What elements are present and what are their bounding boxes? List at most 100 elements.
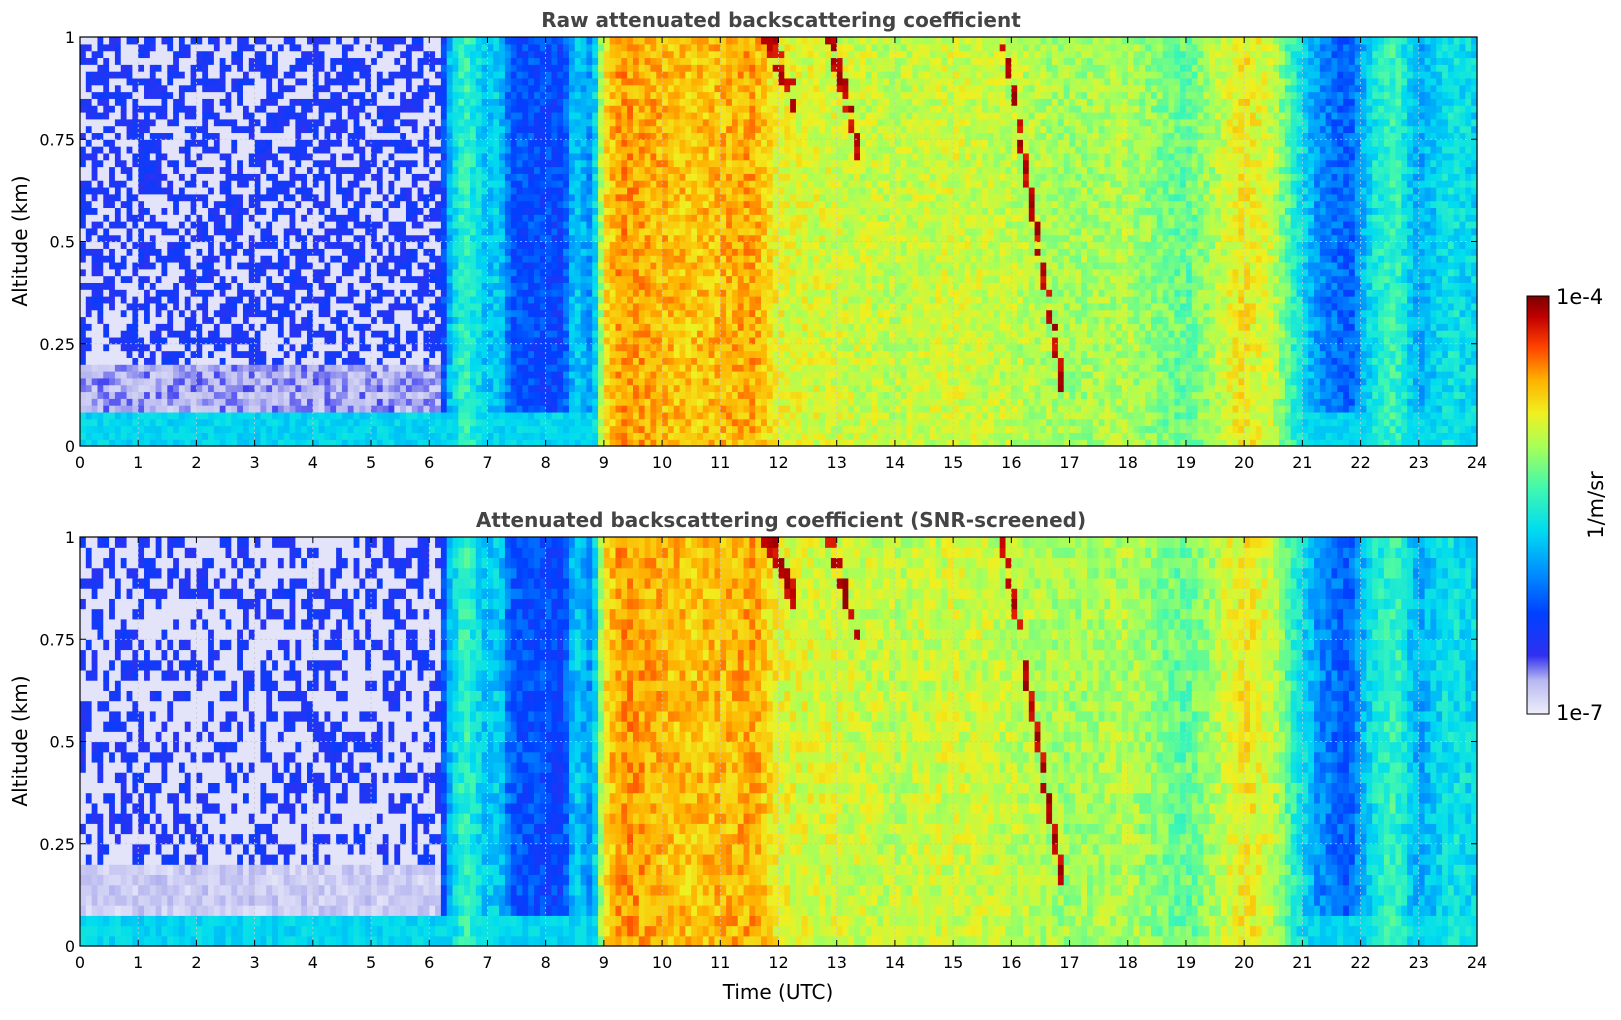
heatmap-cell <box>243 316 249 323</box>
heatmap-cell <box>150 173 156 180</box>
heatmap-cell <box>231 64 237 71</box>
heatmap-cell <box>214 228 220 235</box>
heatmap-cell <box>243 71 249 78</box>
heatmap-cell <box>185 51 191 58</box>
heatmap-cell <box>237 126 243 133</box>
heatmap-cell <box>202 132 208 139</box>
heatmap-cell <box>127 432 133 439</box>
heatmap-cell <box>127 119 133 126</box>
heatmap-cell <box>196 228 202 235</box>
heatmap-cell <box>121 255 127 262</box>
heatmap-cell <box>115 426 121 433</box>
heatmap-cell <box>243 296 249 303</box>
heatmap-cell <box>156 296 162 303</box>
heatmap-cell <box>173 44 179 51</box>
heatmap-cell <box>150 426 156 433</box>
heatmap-cell <box>214 146 220 153</box>
heatmap-cell <box>243 112 249 119</box>
heatmap-cell <box>167 412 173 419</box>
heatmap-cell <box>127 337 133 344</box>
heatmap-cell <box>121 105 127 112</box>
heatmap-cell <box>127 316 133 323</box>
heatmap-cell <box>226 242 232 249</box>
heatmap-cell <box>121 426 127 433</box>
heatmap-cell <box>92 276 98 283</box>
heatmap-cell <box>92 385 98 392</box>
heatmap-cell <box>86 71 92 78</box>
heatmap-cell <box>185 289 191 296</box>
heatmap-cell <box>179 228 185 235</box>
heatmap-cell <box>109 214 115 221</box>
heatmap-cell <box>220 105 226 112</box>
heatmap-cell <box>115 57 121 64</box>
heatmap-cell <box>237 289 243 296</box>
heatmap-cell <box>202 330 208 337</box>
heatmap-cell <box>121 78 127 85</box>
heatmap-cell <box>156 371 162 378</box>
heatmap-cell <box>86 412 92 419</box>
heatmap-cell <box>173 85 179 92</box>
heatmap-cell <box>237 323 243 330</box>
heatmap-cell <box>167 235 173 242</box>
heatmap-cell <box>92 105 98 112</box>
heatmap-cell <box>121 98 127 105</box>
heatmap-cell <box>161 242 167 249</box>
heatmap-cell <box>231 194 237 201</box>
heatmap-cell <box>132 51 138 58</box>
heatmap-cell <box>179 57 185 64</box>
heatmap-cell <box>92 146 98 153</box>
heatmap-cell <box>80 173 86 180</box>
heatmap-cell <box>220 180 226 187</box>
heatmap-cell <box>202 364 208 371</box>
heatmap-cell <box>161 78 167 85</box>
heatmap-cell <box>156 426 162 433</box>
heatmap-cell <box>208 64 214 71</box>
heatmap-cell <box>231 228 237 235</box>
heatmap-cell <box>92 412 98 419</box>
heatmap-cell <box>214 235 220 242</box>
heatmap-cell <box>92 132 98 139</box>
heatmap-cell <box>185 92 191 99</box>
heatmap-cell <box>161 378 167 385</box>
heatmap-cell <box>220 323 226 330</box>
heatmap-cell <box>191 201 197 208</box>
heatmap-cell <box>121 323 127 330</box>
heatmap-cell <box>92 126 98 133</box>
heatmap-cell <box>167 405 173 412</box>
heatmap-cell <box>208 330 214 337</box>
heatmap-cell <box>127 276 133 283</box>
heatmap-cell <box>196 214 202 221</box>
heatmap-cell <box>115 119 121 126</box>
heatmap-cell <box>202 146 208 153</box>
heatmap-cell <box>156 323 162 330</box>
heatmap-cell <box>121 316 127 323</box>
heatmap-cell <box>150 351 156 358</box>
heatmap-cell <box>231 44 237 51</box>
heatmap-cell <box>97 426 103 433</box>
heatmap-cell <box>185 262 191 269</box>
heatmap-cell <box>86 248 92 255</box>
heatmap-cell <box>208 419 214 426</box>
heatmap-cell <box>115 255 121 262</box>
heatmap-cell <box>138 146 144 153</box>
heatmap-cell <box>191 51 197 58</box>
heatmap-cell <box>144 64 150 71</box>
heatmap-cell <box>80 316 86 323</box>
heatmap-cell <box>167 194 173 201</box>
heatmap-cell <box>127 310 133 317</box>
heatmap-cell <box>179 105 185 112</box>
heatmap-cell <box>150 405 156 412</box>
heatmap-cell <box>214 255 220 262</box>
heatmap-cell <box>220 289 226 296</box>
heatmap-cell <box>208 351 214 358</box>
heatmap-cell <box>115 296 121 303</box>
heatmap-cell <box>214 296 220 303</box>
heatmap-cell <box>185 126 191 133</box>
heatmap-cell <box>167 398 173 405</box>
heatmap-cell <box>156 44 162 51</box>
heatmap-cell <box>138 194 144 201</box>
heatmap-cell <box>138 51 144 58</box>
heatmap-cell <box>150 221 156 228</box>
heatmap-cell <box>208 201 214 208</box>
heatmap-cell <box>196 357 202 364</box>
